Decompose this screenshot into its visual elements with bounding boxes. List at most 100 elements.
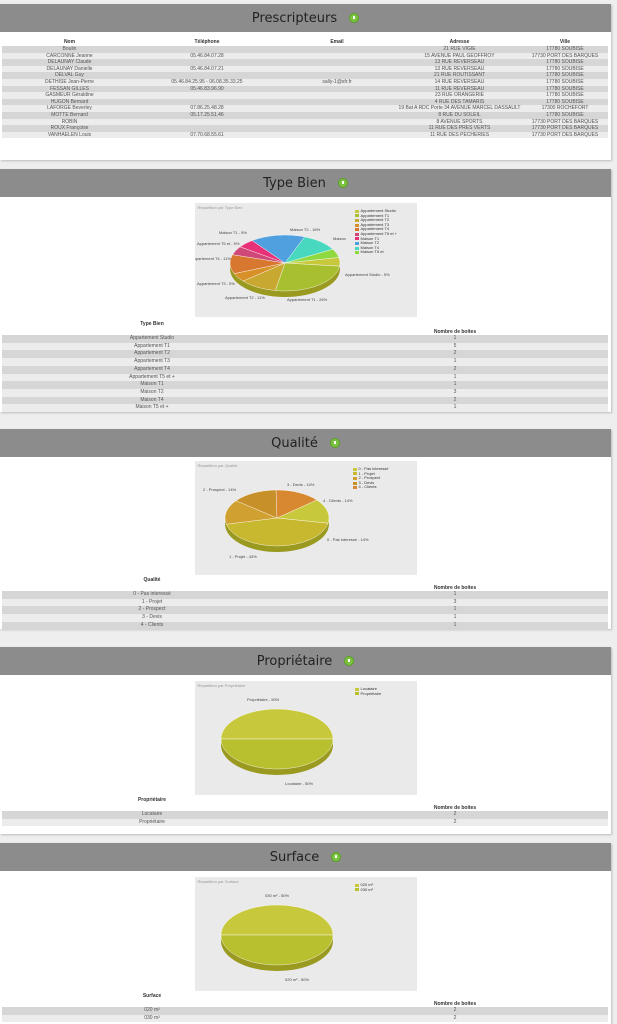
legend-item[interactable]: Maison T4 — [354, 245, 398, 251]
pie-slice[interactable] — [220, 904, 333, 936]
column-header[interactable]: Nombre de boites — [433, 585, 477, 591]
legend-label: Appartement T5 et + — [360, 230, 398, 236]
legend-swatch — [352, 472, 357, 476]
legend-swatch — [354, 687, 359, 691]
table-row: HUGON Bernard 4 RUE DES TAMARIS 17780 SOUB… — [2, 98, 608, 106]
pie-slice[interactable] — [284, 249, 339, 264]
chart-legend: 0 - Pas interessé 1 - Projet 2 - Prospect 3… — [352, 466, 389, 490]
slice-label: Appartement T5 et - 5% — [197, 241, 240, 246]
type-bien-table: Type Bien Nombre de boites Appartement S… — [2, 319, 608, 413]
legend-item[interactable]: Appartement T2 — [354, 218, 398, 223]
legend-swatch — [354, 237, 359, 241]
table-row: DELAUNAY Claude 13 RUE REVERSEAU 17780 SOU… — [2, 59, 608, 66]
column-header[interactable]: Adresse — [449, 39, 470, 45]
pie-slice[interactable] — [220, 738, 333, 770]
type-bien-chart: Répartition par Type Bien Maison T2 - 16… — [194, 203, 417, 317]
legend-label: Maison T2 — [360, 240, 380, 246]
column-header[interactable]: Type Bien — [140, 321, 164, 327]
proprietaire-header: Propriétaire — [0, 647, 611, 675]
legend-item[interactable]: 1 - Projet — [352, 471, 389, 477]
table-cell: 05.46.83.96.90 — [137, 85, 277, 93]
chart-legend: Locataire Propriétaire — [354, 686, 382, 697]
chart-title: Répartition par Surface — [197, 879, 239, 884]
help-icon[interactable] — [331, 852, 342, 862]
column-header[interactable]: Propriétaire — [137, 797, 167, 803]
table-row: 030 m² 2 — [2, 1014, 608, 1023]
table-cell: 17780 SOUBISE — [522, 111, 608, 119]
table-cell: 3 — [302, 388, 608, 397]
column-header[interactable]: Nombre de boites — [433, 805, 477, 811]
slice-label: Maison — [333, 236, 346, 241]
table-cell: Appartement T4 — [2, 365, 302, 374]
table-cell: HUGON Bernard — [2, 98, 137, 106]
table-cell: 17780 SOUBISE — [522, 85, 608, 93]
slice-label: 1 - Projet - 43% — [229, 554, 257, 559]
type-bien-section: Type Bien Répartition par Type Bien Mais… — [0, 169, 611, 413]
legend-item[interactable]: Appartement T4 — [354, 227, 398, 232]
slice-label: Locataire - 50% — [285, 781, 313, 786]
legend-swatch — [354, 232, 359, 236]
table-cell: MOTTE Bernard — [2, 111, 137, 119]
legend-item[interactable]: Appartement T3 — [354, 222, 398, 228]
legend-item[interactable]: 030 m² — [354, 887, 373, 893]
proprietaire-section: Propriétaire Répartition par Propriétair… — [0, 647, 611, 834]
legend-item[interactable]: Locataire — [354, 686, 382, 692]
legend-item[interactable]: 2 - Prospect — [352, 476, 389, 481]
table-row: MOTTE Bernard 05.17.25.51.46 8 RUE DU SOLE… — [2, 111, 608, 119]
legend-item[interactable]: 0 - Pas interessé — [352, 466, 389, 472]
column-header[interactable]: Qualité — [143, 577, 161, 583]
column-header[interactable]: Email — [330, 39, 344, 45]
help-icon[interactable] — [329, 438, 340, 448]
prescripteurs-header: Prescripteurs — [0, 4, 611, 32]
chart-legend: Appartement Studio Appartement T1 Appartem… — [354, 208, 398, 255]
legend-item[interactable]: Maison T5 et — [354, 250, 398, 255]
slice-label: 3 - Devis - 14% — [287, 482, 315, 487]
table-cell — [277, 118, 397, 126]
qualite-table: Qualité Nombre de boites 0 - Pas interes… — [2, 577, 608, 630]
proprietaire-table: Propriétaire Nombre de boites Locataire 2… — [2, 797, 608, 827]
pie-slice[interactable] — [225, 517, 328, 547]
table-row: Maison T5 et +1 — [2, 404, 608, 413]
table-cell: 020 m² — [2, 1007, 302, 1015]
table-cell — [277, 46, 397, 53]
column-header[interactable]: Téléphone — [194, 39, 220, 45]
column-header[interactable]: Nom — [63, 39, 76, 45]
pie-slice[interactable] — [251, 234, 305, 264]
legend-swatch — [354, 228, 359, 232]
legend-item[interactable]: Maison T1 — [354, 236, 398, 242]
column-header[interactable]: Nombre de boites — [433, 329, 477, 335]
pie-slice[interactable] — [220, 708, 333, 740]
column-header[interactable]: Nombre de boites — [433, 1001, 477, 1007]
table-cell: 4 - Clients — [2, 621, 302, 630]
pie-slice[interactable] — [274, 262, 340, 292]
pie-slice[interactable] — [220, 934, 333, 966]
legend-item[interactable]: Appartement T5 et + — [354, 230, 398, 237]
table-cell: 1 — [302, 335, 608, 343]
help-icon[interactable] — [344, 656, 355, 666]
table-cell — [137, 118, 277, 126]
legend-item[interactable]: Propriétaire — [354, 691, 381, 697]
help-icon[interactable] — [349, 13, 360, 23]
table-cell — [277, 52, 397, 60]
chart-legend: 020 m² 030 m² — [354, 882, 373, 893]
table-cell: LAFORGE Beverley — [2, 105, 137, 112]
pie-slice[interactable] — [275, 489, 317, 519]
column-header[interactable]: Surface — [142, 993, 162, 999]
legend-item[interactable]: Appartement Studio — [354, 208, 398, 214]
table-cell: 1 — [302, 591, 608, 599]
legend-item[interactable]: 020 m² — [354, 882, 373, 888]
legend-item[interactable]: 4 - Clients — [352, 485, 389, 490]
legend-item[interactable]: 3 - Devis — [352, 480, 389, 486]
table-row: 2 - Prospect 1 — [2, 606, 608, 615]
help-icon[interactable] — [337, 178, 348, 188]
legend-item[interactable]: Appartement T1 — [354, 213, 398, 219]
table-cell: 05.17.25.51.46 — [137, 111, 277, 119]
table-header-row: Nom Téléphone Email Adresse Ville — [2, 38, 608, 46]
column-header[interactable]: Ville — [559, 39, 571, 45]
table-cell — [277, 125, 397, 132]
table-cell: 11 RUE DES PRES VERTS — [397, 125, 522, 132]
table-cell: 17780 SOUBISE — [522, 72, 608, 79]
table-cell: ROUX Françoise — [2, 125, 137, 132]
table-cell: 11 RUE DES PECHERIES — [397, 131, 522, 139]
legend-item[interactable]: Maison T2 — [354, 240, 398, 246]
